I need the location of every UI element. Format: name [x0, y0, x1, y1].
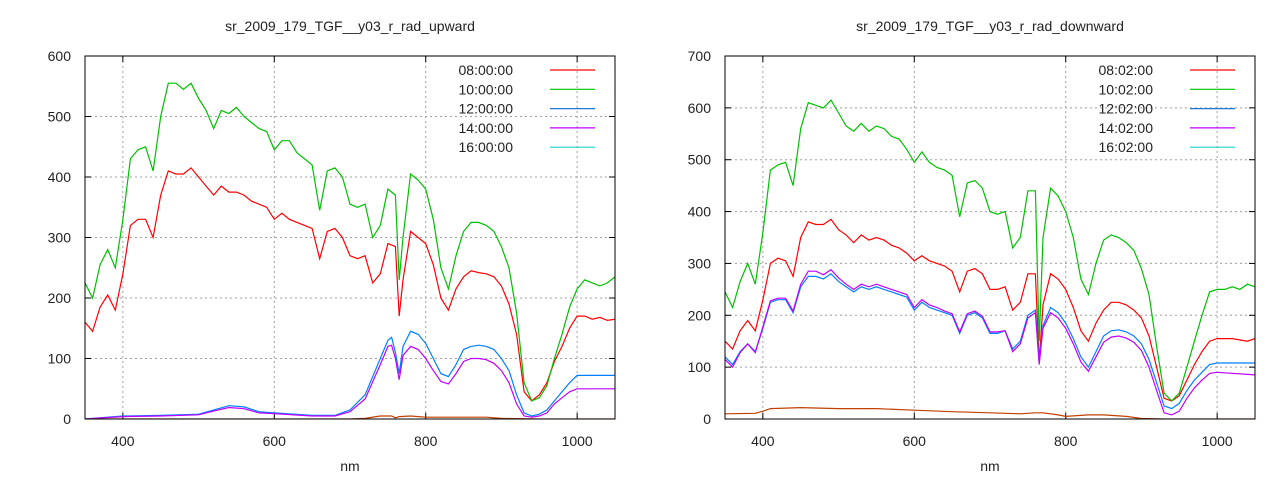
- plot-frame: [84, 55, 616, 420]
- x-tick-label: 800: [1054, 433, 1078, 449]
- series-line-080200: [725, 218, 1255, 402]
- x-tick-label: 800: [414, 433, 438, 449]
- plot-downward: sr_2009_179_TGF__y03_r_rad_downward 0 100 2…: [688, 18, 1256, 474]
- legend-label: 16:02:00: [1099, 139, 1154, 155]
- y-tick-label: 700: [688, 48, 712, 64]
- legend-label: 10:02:00: [1099, 81, 1154, 97]
- x-tick-label: 1000: [562, 433, 593, 449]
- chart-title: sr_2009_179_TGF__y03_r_rad_downward: [856, 18, 1124, 34]
- y-tick-label: 100: [48, 351, 72, 367]
- series-line-080000: [85, 167, 615, 402]
- legend-label: 10:00:00: [459, 81, 514, 97]
- legend-label: 14:02:00: [1099, 120, 1154, 136]
- series-line-120000: [85, 330, 615, 419]
- x-tick-label: 1000: [1202, 433, 1233, 449]
- y-tick-label: 400: [48, 169, 72, 185]
- plot-frame: [724, 55, 1256, 420]
- plot-upward: sr_2009_179_TGF__y03_r_rad_upward 0 100 200…: [48, 18, 616, 474]
- y-tick-label: 200: [48, 290, 72, 306]
- legend-label: 12:00:00: [459, 101, 514, 117]
- y-tick-label: 0: [63, 411, 71, 427]
- x-tick-label: 600: [903, 433, 927, 449]
- y-tick-label: 600: [48, 48, 72, 64]
- y-tick-label: 400: [688, 204, 712, 220]
- series-line-100000: [85, 82, 615, 402]
- y-tick-label: 0: [703, 411, 711, 427]
- x-tick-label: 400: [111, 433, 135, 449]
- legend-label: 08:02:00: [1099, 62, 1154, 78]
- x-axis-label: nm: [340, 458, 359, 474]
- x-axis-label: nm: [980, 458, 999, 474]
- legend-label: 14:00:00: [459, 120, 514, 136]
- series-line-160200: [725, 406, 1255, 419]
- legend-label: 12:02:00: [1099, 101, 1154, 117]
- series-line-140200: [725, 268, 1255, 416]
- series-line-160000: [85, 415, 615, 419]
- y-tick-label: 300: [48, 230, 72, 246]
- y-tick-label: 300: [688, 255, 712, 271]
- legend-label: 08:00:00: [459, 62, 514, 78]
- series-line-120200: [725, 273, 1255, 410]
- y-tick-label: 600: [688, 100, 712, 116]
- legend-label: 16:00:00: [459, 139, 514, 155]
- series-line-140000: [85, 344, 615, 419]
- chart-title: sr_2009_179_TGF__y03_r_rad_upward: [225, 18, 475, 34]
- y-tick-label: 100: [688, 359, 712, 375]
- y-tick-label: 200: [688, 307, 712, 323]
- y-tick-label: 500: [688, 152, 712, 168]
- x-tick-label: 400: [751, 433, 775, 449]
- x-tick-label: 600: [263, 433, 287, 449]
- series-line-100200: [725, 99, 1255, 402]
- y-tick-label: 500: [48, 109, 72, 125]
